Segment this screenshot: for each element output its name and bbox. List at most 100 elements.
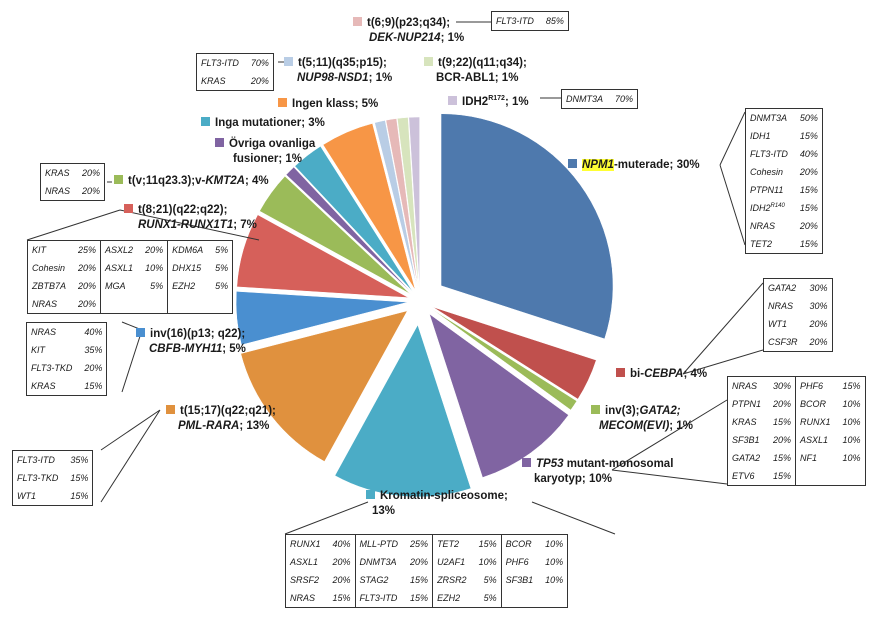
mutation-frequency: 70% <box>250 58 269 68</box>
mutation-frequency: 25% <box>78 245 97 255</box>
mutation-row: Cohesin 20% <box>746 163 822 181</box>
mutation-gene: GATA2 <box>768 283 797 293</box>
label-inga-text: Inga mutationer; 3% <box>215 117 325 129</box>
mutation-frequency: 10% <box>842 417 861 427</box>
mutation-frequency: 15% <box>799 203 818 213</box>
mutation-gene: NRAS <box>290 593 316 603</box>
label-bicebpa: bi-CEBPA; 4% <box>616 367 707 382</box>
label-t922: t(9;22)(q11;q34); BCR-ABL1; 1% <box>424 56 527 86</box>
label-npm1-text: -muterade; 30% <box>613 159 700 171</box>
label-idh2-pct: ; 1% <box>504 95 529 108</box>
mutation-frequency: 15% <box>332 593 351 603</box>
label-ingen: Ingen klass; 5% <box>278 97 378 112</box>
leader-line-npm1 <box>719 111 746 246</box>
label-t69-pct: ; 1% <box>440 32 465 44</box>
mutation-gene: KRAS <box>732 417 757 427</box>
mutation-gene: PTPN1 <box>732 399 762 409</box>
mutation-frequency <box>207 295 232 313</box>
mutation-gene: WT1 <box>17 491 36 501</box>
mutation-gene: TET2 <box>432 535 471 553</box>
mutation-frequency: 35% <box>84 345 103 355</box>
mutation-frequency: 15% <box>773 471 792 481</box>
label-t511-gene: NUP98-NSD1 <box>297 72 369 84</box>
mutation-gene: FLT3-ITD <box>17 455 55 465</box>
mutation-frequency: 20% <box>799 167 818 177</box>
mutation-gene: KRAS <box>201 76 226 86</box>
mutation-gene: ASXL2 <box>100 241 138 259</box>
label-idh2: IDH2R172; 1% <box>448 91 529 110</box>
mutation-row: NRAS 20% <box>28 295 232 313</box>
mutation-frequency: 15% <box>799 239 818 249</box>
mutation-row: GATA2 15% NF1 10% <box>728 449 865 467</box>
mutation-box-bicebpa: GATA2 30% NRAS 30% WT1 20% CSF3R 20% <box>763 278 833 352</box>
mutation-gene: DNMT3A <box>354 553 403 571</box>
label-tp53: TP53 mutant-monosomal karyotyp; 10% <box>522 457 673 487</box>
mutation-gene: DNMT3A <box>566 94 604 104</box>
mutation-frequency: 20% <box>145 245 164 255</box>
label-ovriga-line1: Övriga ovanliga <box>229 138 316 150</box>
label-idh2-gene: IDH2 <box>462 95 489 108</box>
legend-marker-inv3 <box>591 405 600 414</box>
mutation-row: TET2 15% <box>746 235 822 253</box>
label-kromatin: Kromatin-spliceosome; 13% <box>366 489 508 519</box>
legend-marker-t69 <box>353 17 362 26</box>
mutation-gene: EZH2 <box>432 589 471 607</box>
label-t511-line1: t(5;11)(q35;p15); <box>298 57 387 69</box>
mutation-frequency <box>537 589 567 607</box>
mutation-gene: FLT3-TKD <box>17 473 59 483</box>
label-npm1: NPM1-muterade; 30% <box>568 158 700 173</box>
mutation-box-tv11: KRAS 20% NRAS 20% <box>40 163 106 201</box>
mutation-frequency: 20% <box>773 435 792 445</box>
mutation-row: DNMT3A 50% <box>746 109 822 127</box>
label-inv16-pct: ; 5% <box>222 343 246 355</box>
label-kromatin-line2: 13% <box>372 505 396 517</box>
mutation-frequency: 10% <box>842 453 861 463</box>
mutation-gene: Cohesin <box>750 167 784 177</box>
mutation-row: FLT3-ITD 40% <box>746 145 822 163</box>
label-t922-line1: t(9;22)(q11;q34); <box>438 57 527 69</box>
label-t69: t(6;9)(p23;q34); DEK-NUP214; 1% <box>353 16 464 46</box>
mutation-frequency: 15% <box>70 491 89 501</box>
label-t69-gene: DEK-NUP214 <box>369 32 441 44</box>
mutation-frequency: 5% <box>215 281 229 291</box>
label-t1517: t(15;17)(q22;q21); PML-RARA; 13% <box>166 404 276 434</box>
label-inv16-line1: inv(16)(p13; q22); <box>150 328 246 340</box>
leader-line-bicebpa <box>682 282 764 375</box>
mutation-gene: IDH2R140 <box>750 203 785 213</box>
mutation-gene: NRAS <box>31 327 57 337</box>
mutation-row: ETV6 15% <box>728 467 865 485</box>
label-tp53-gene: TP53 <box>536 458 564 470</box>
mutation-row: KIT 35% <box>27 341 106 359</box>
mutation-frequency: 30% <box>809 283 828 293</box>
mutation-frequency: 15% <box>410 575 429 585</box>
label-t821-line1: t(8;21)(q22;q22); <box>138 204 228 216</box>
mutation-frequency: 20% <box>78 263 97 273</box>
mutation-row: FLT3-ITD 35% <box>13 451 92 469</box>
mutation-gene: ZRSR2 <box>432 571 471 589</box>
mutation-row: FLT3-ITD 85% <box>492 12 568 30</box>
label-t69-line1: t(6;9)(p23;q34); <box>367 17 451 29</box>
legend-marker-inv16 <box>136 328 145 337</box>
mutation-row: NRAS 20% <box>41 182 104 200</box>
mutation-gene: EZH2 <box>167 277 208 295</box>
mutation-frequency: 20% <box>82 186 101 196</box>
mutation-frequency: 10% <box>842 435 861 445</box>
mutation-box-idh2: DNMT3A 70% <box>561 89 639 109</box>
label-tp53-text: mutant-monosomal <box>563 458 674 470</box>
mutation-row: KIT 25% ASXL2 20% KDM6A 5% <box>28 241 232 259</box>
mutation-row: NRAS 20% <box>746 217 822 235</box>
mutation-frequency: 50% <box>799 113 818 123</box>
label-inv3-line2: MECOM(EVI) <box>599 420 670 432</box>
mutation-frequency: 70% <box>615 94 634 104</box>
label-tv11: t(v;11q23.3);v-KMT2A; 4% <box>114 174 269 189</box>
mutation-frequency: 15% <box>773 453 792 463</box>
label-inv16-gene: CBFB-MYH11 <box>149 343 223 355</box>
mutation-gene: PTPN11 <box>750 185 784 195</box>
mutation-row: NRAS 15% FLT3-ITD 15% EZH2 5% <box>286 589 567 607</box>
mutation-box-t511: FLT3-ITD 70% KRAS 20% <box>196 53 274 91</box>
mutation-frequency: 5% <box>483 575 497 585</box>
mutation-frequency: 40% <box>84 327 103 337</box>
label-t511-pct: ; 1% <box>368 72 393 84</box>
mutation-gene: STAG2 <box>354 571 403 589</box>
mutation-frequency: 15% <box>84 381 103 391</box>
